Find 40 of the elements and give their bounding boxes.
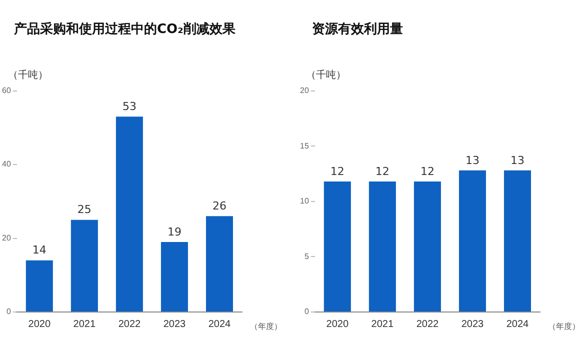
bar [26, 260, 53, 312]
data-label: 12 [330, 164, 344, 178]
y-tick-label: 10 [300, 196, 310, 206]
x-tick-label: 2020 [326, 318, 349, 330]
y-tick-label: 0 [304, 307, 310, 316]
x-tick-label: 2022 [118, 318, 142, 330]
y-tick-label: 0 [6, 307, 12, 316]
x-axis-title: （年度） [548, 321, 576, 332]
data-label: 14 [32, 244, 46, 257]
y-axis-title: （千吨） [8, 68, 48, 82]
data-label: 13 [465, 154, 480, 167]
bar [70, 220, 98, 312]
x-tick-label: 2020 [28, 318, 51, 330]
data-label: 12 [375, 164, 390, 178]
data-label: 13 [510, 154, 524, 167]
x-tick-label: 2021 [73, 318, 96, 330]
x-tick-label: 2024 [208, 318, 232, 330]
y-tick-label: 20 [2, 233, 12, 242]
bar [206, 216, 233, 312]
y-tick-label: 60 [2, 86, 12, 96]
x-axis-title: （年度） [250, 321, 282, 332]
x-tick-label: 2021 [371, 318, 394, 330]
bar [116, 116, 143, 312]
y-tick-label: 40 [2, 160, 12, 169]
chart-title: 产品采购和使用过程中的CO₂削减效果 [14, 20, 236, 38]
data-label: 26 [212, 200, 226, 213]
y-tick-label: 5 [304, 252, 310, 261]
y-tick-label: 15 [300, 141, 310, 150]
x-tick-label: 2023 [163, 318, 186, 330]
data-label: 53 [122, 100, 136, 113]
bar [160, 242, 188, 312]
y-axis-title: （千吨） [306, 68, 346, 82]
data-label: 19 [167, 225, 182, 238]
data-label: 12 [420, 164, 434, 178]
x-tick-label: 2024 [506, 318, 530, 330]
x-tick-label: 2023 [461, 318, 484, 330]
data-label: 25 [77, 203, 92, 216]
chart-title: 资源有效利用量 [312, 21, 403, 38]
x-tick-label: 2022 [416, 318, 440, 330]
y-tick-label: 20 [300, 86, 310, 96]
